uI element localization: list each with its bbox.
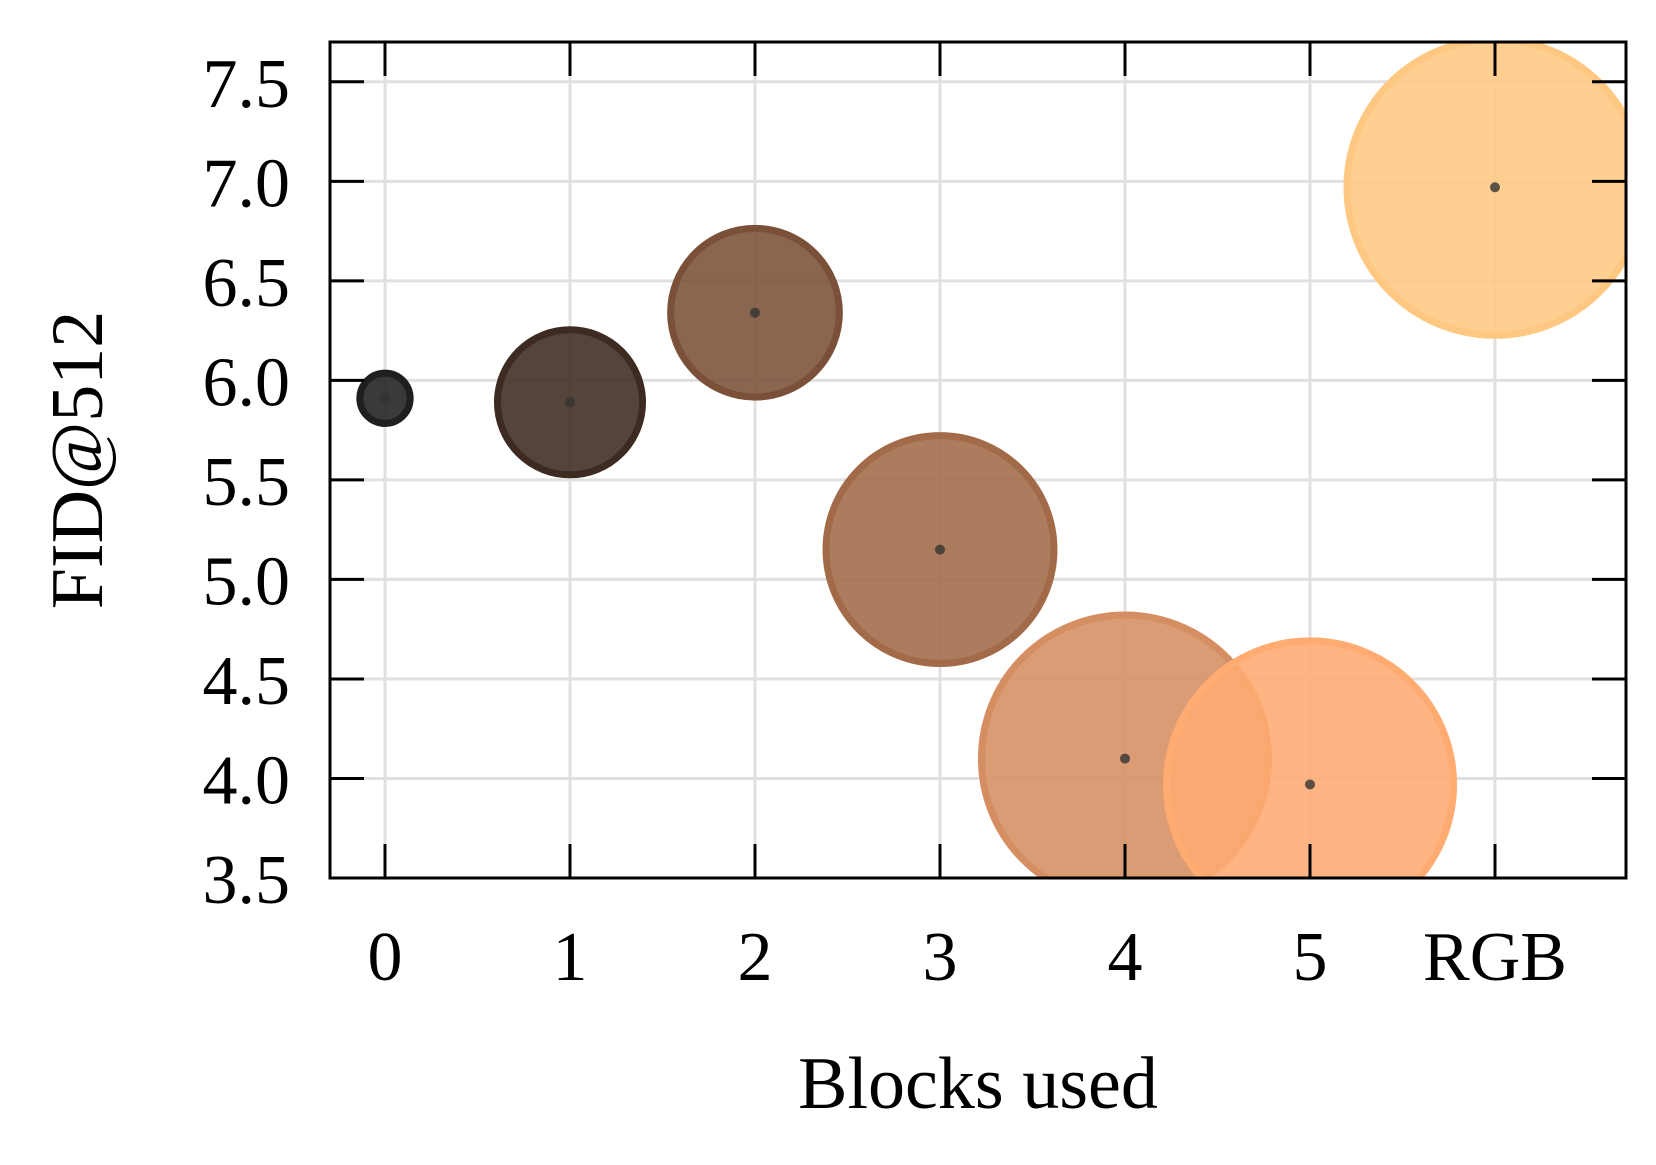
x-tick-label: RGB (1423, 919, 1567, 996)
bubble-center-dot (380, 393, 390, 404)
x-tick-label: 5 (1293, 919, 1328, 996)
y-tick-labels: 3.5 4.0 4.5 5.0 5.5 6.0 6.5 7.0 7.5 (203, 46, 291, 919)
bubble-center-dot (935, 544, 945, 555)
bubble-point (1162, 637, 1458, 878)
bubble-point (1343, 42, 1626, 339)
x-tick-label: 3 (923, 919, 958, 996)
bubble-center-dot (1305, 779, 1315, 790)
bubble-center-dot (1120, 753, 1130, 764)
x-tick-label: 4 (1108, 919, 1143, 996)
y-tick-label: 3.5 (203, 842, 291, 919)
y-axis-label: FID@512 (37, 311, 119, 609)
y-tick-label: 6.5 (203, 245, 291, 322)
y-tick-label: 5.5 (203, 444, 291, 521)
y-tick-label: 5.0 (203, 543, 291, 620)
x-tick-label: 0 (368, 919, 403, 996)
x-axis-label: Blocks used (798, 1043, 1158, 1125)
x-tick-label: 1 (553, 919, 588, 996)
y-tick-label: 7.0 (203, 145, 291, 222)
bubble-center-dot (565, 397, 575, 408)
y-tick-label: 7.5 (203, 46, 291, 123)
plot-frame (328, 40, 1628, 880)
y-tick-label: 6.0 (203, 344, 291, 421)
bubble-center-dot (1490, 182, 1500, 193)
bubble-series (356, 42, 1626, 878)
bubble-center-dot (750, 307, 760, 318)
y-tick-label: 4.5 (203, 643, 291, 720)
y-tick-label: 4.0 (203, 742, 291, 819)
x-tick-label: 2 (738, 919, 773, 996)
axis-ticks (330, 42, 1626, 880)
x-tick-labels: 0 1 2 3 4 5 RGB (368, 919, 1567, 996)
